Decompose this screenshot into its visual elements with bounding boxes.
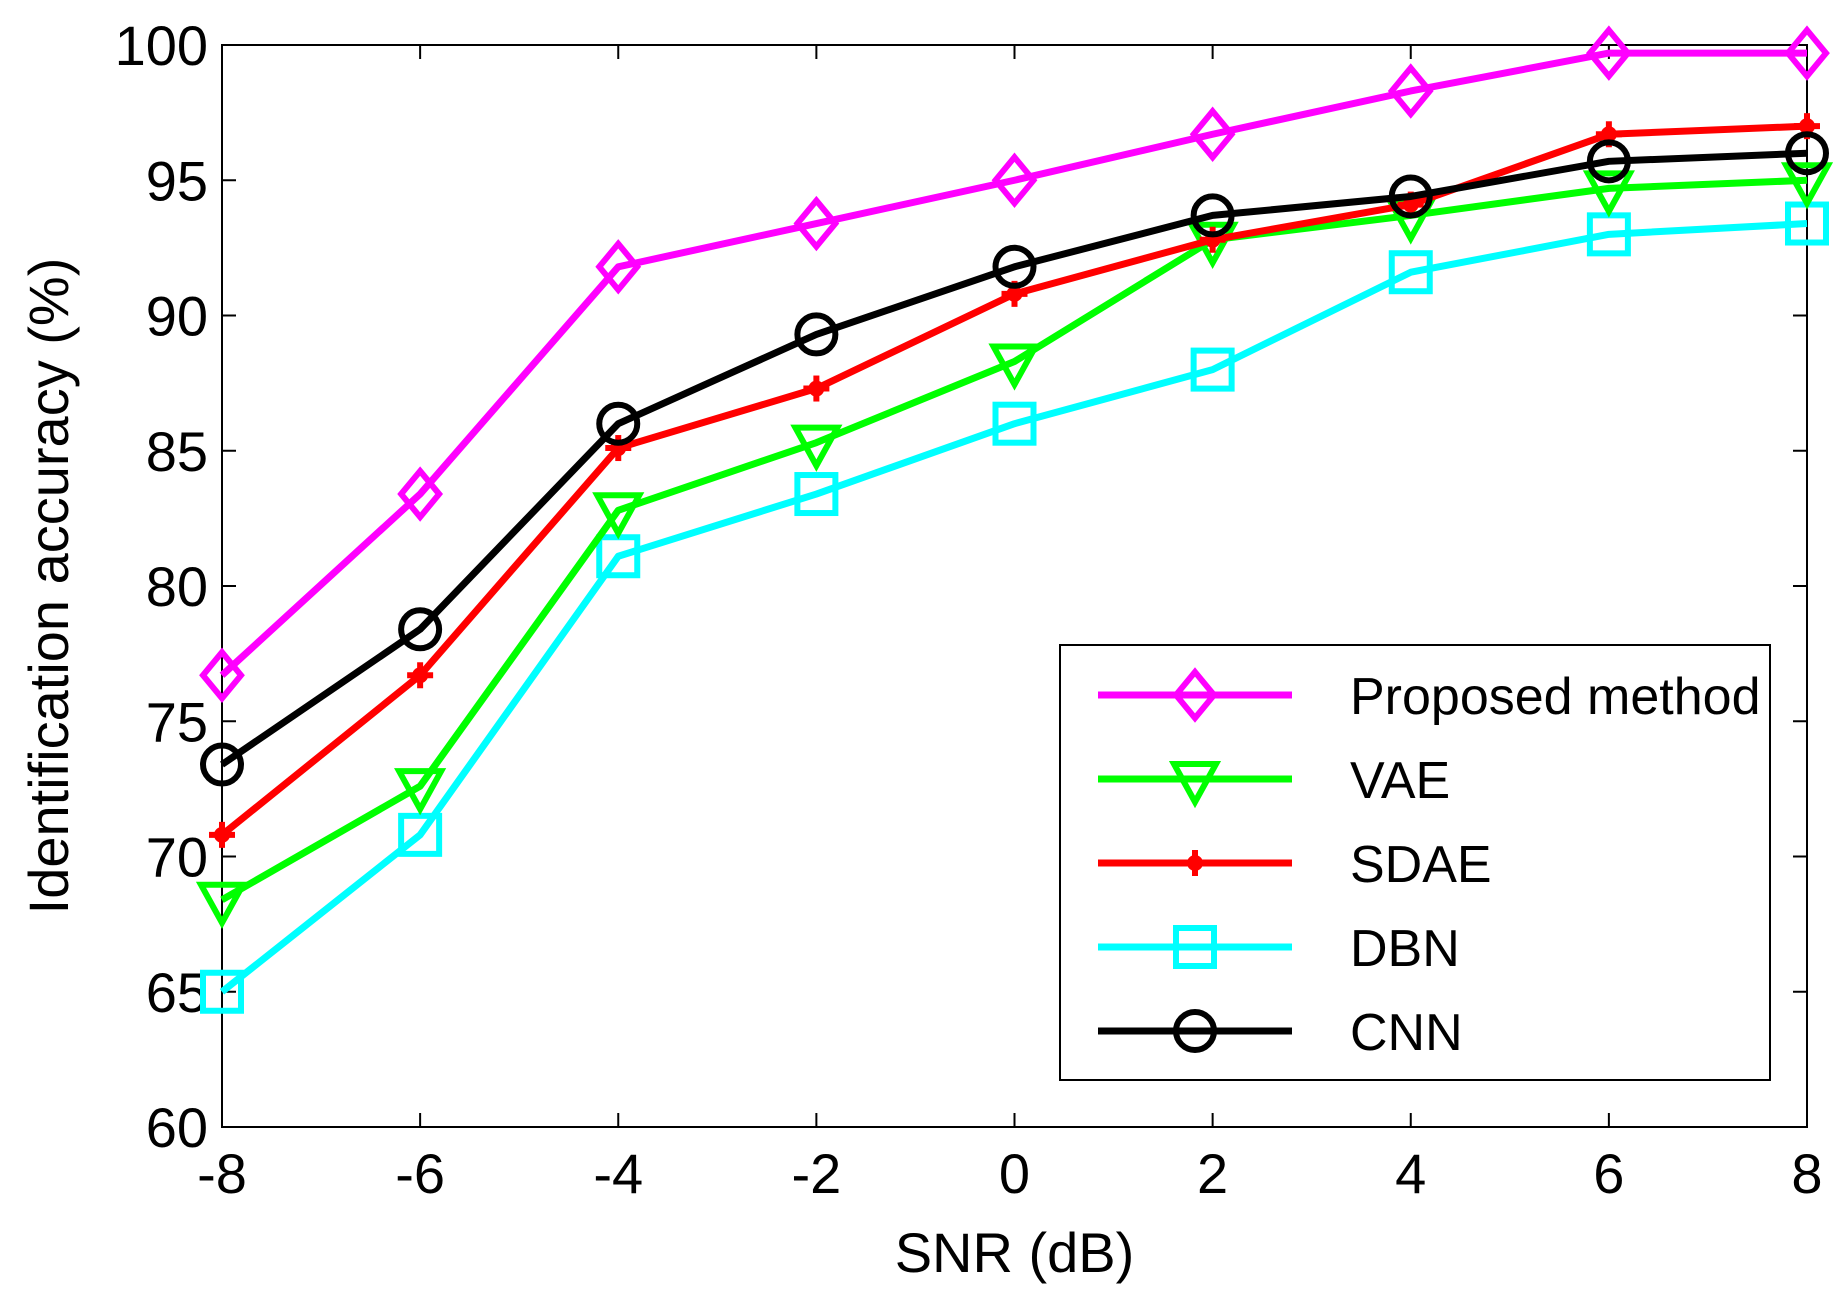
series-cnn — [200, 131, 1829, 787]
x-axis-title: SNR (dB) — [895, 1221, 1135, 1284]
series-line — [219, 220, 1808, 995]
series-line — [220, 149, 1808, 768]
legend-entry: Proposed method — [1098, 667, 1761, 726]
data-point — [1189, 106, 1236, 162]
x-tick-label: 4 — [1395, 1142, 1426, 1205]
legend-label: VAE — [1350, 752, 1450, 810]
series-proposed-method — [199, 25, 1830, 703]
series-dbn — [200, 201, 1829, 1014]
data-point — [1388, 250, 1433, 295]
legend-label: SDAE — [1350, 836, 1492, 894]
data-point — [992, 244, 1037, 289]
series-vae — [195, 162, 1834, 929]
legend: Proposed method VAE SDAE DBN CNN — [1059, 644, 1771, 1081]
legend-marker — [1182, 850, 1208, 876]
x-tick-label: 6 — [1593, 1142, 1624, 1205]
y-tick-label: 60 — [146, 1096, 208, 1159]
data-point — [1586, 139, 1631, 184]
legend-marker — [1173, 925, 1217, 969]
x-tick-label: 8 — [1791, 1142, 1822, 1205]
data-point — [397, 466, 444, 522]
legend-marker — [1173, 1009, 1217, 1053]
data-point — [200, 742, 244, 787]
y-tick-label: 70 — [146, 826, 208, 889]
y-tick-label: 85 — [146, 420, 208, 483]
y-tick-label: 100 — [115, 14, 208, 77]
x-tick-label: 2 — [1197, 1142, 1228, 1205]
y-axis-title: Identification accuracy (%) — [17, 258, 80, 915]
data-point — [991, 152, 1038, 208]
x-tick-label: -8 — [197, 1142, 247, 1205]
data-point — [992, 401, 1037, 446]
data-point — [199, 647, 245, 703]
data-point — [200, 969, 244, 1014]
plus-dot — [412, 667, 429, 684]
y-tick-label: 65 — [146, 961, 208, 1024]
data-point — [794, 312, 839, 357]
x-tick-label: -6 — [395, 1142, 445, 1205]
data-point — [1388, 174, 1433, 219]
x-tick-label: -2 — [791, 1142, 841, 1205]
data-point — [1785, 131, 1829, 176]
data-point — [1582, 170, 1635, 218]
plus-dot — [1006, 285, 1023, 302]
data-point — [1190, 193, 1235, 238]
series-sdae — [209, 113, 1820, 848]
data-point — [398, 607, 443, 652]
data-point — [407, 662, 434, 689]
legend-entry: CNN — [1098, 1004, 1463, 1062]
data-point — [398, 812, 443, 857]
legend-label: DBN — [1350, 920, 1460, 978]
legend-entry: DBN — [1098, 920, 1460, 978]
data-point — [1585, 25, 1632, 81]
plus-dot — [1187, 855, 1203, 871]
legend-label: Proposed method — [1350, 668, 1761, 726]
legend-entry: VAE — [1098, 752, 1450, 810]
data-point — [1780, 162, 1834, 210]
data-point — [209, 821, 235, 848]
data-point — [394, 768, 447, 816]
series-layer — [195, 25, 1834, 1014]
plus-dot — [1799, 118, 1815, 135]
legend-label: CNN — [1350, 1004, 1463, 1062]
plus-dot — [808, 380, 825, 397]
legend-box — [1059, 644, 1771, 1081]
axes: -8 -6 -4 -2 0 2 4 6 8 60 65 70 75 80 85 90 95 100 — [115, 14, 1823, 1205]
legend-entry: SDAE — [1098, 836, 1492, 894]
data-point — [195, 881, 249, 929]
data-point — [592, 492, 645, 540]
data-point — [595, 239, 642, 295]
x-tick-label: -4 — [593, 1142, 643, 1205]
legend-marker — [1168, 761, 1222, 809]
data-point — [1387, 63, 1434, 119]
data-point — [794, 472, 839, 517]
plus-dot — [1402, 196, 1419, 213]
legend-marker — [1172, 667, 1218, 723]
data-point — [596, 401, 641, 446]
data-point — [1784, 25, 1830, 81]
data-point — [793, 195, 840, 252]
y-tick-label: 95 — [146, 149, 208, 212]
data-point — [803, 375, 830, 402]
series-line — [219, 49, 1807, 678]
data-point — [790, 424, 843, 472]
data-point — [988, 343, 1041, 391]
y-tick-label: 90 — [146, 285, 208, 348]
plus-dot — [214, 826, 230, 843]
y-tick-label: 75 — [146, 690, 208, 753]
x-tick-label: 0 — [999, 1142, 1030, 1205]
y-tick-label: 80 — [146, 555, 208, 618]
series-line — [220, 176, 1808, 903]
data-point — [1190, 347, 1235, 392]
plus-dot — [1600, 126, 1617, 143]
